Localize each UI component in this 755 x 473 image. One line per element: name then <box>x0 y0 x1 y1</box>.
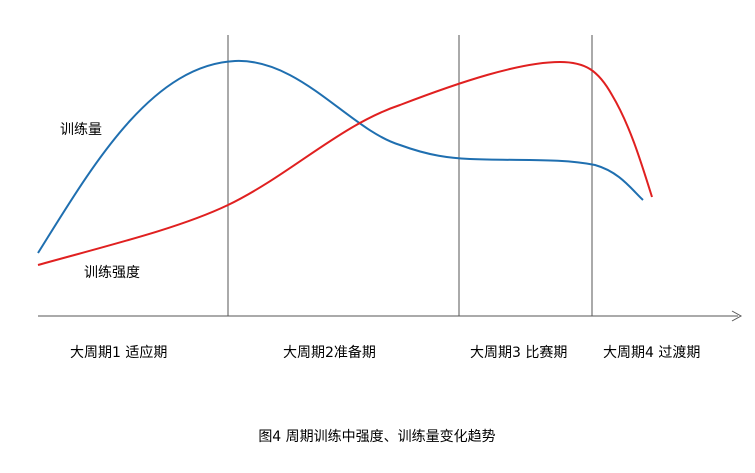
caption: 图4 周期训练中强度、训练量变化趋势 <box>258 429 495 445</box>
curve-label: 训练强度 <box>84 265 140 281</box>
phase-label: 大周期3 比赛期 <box>470 345 567 361</box>
phase-label: 大周期4 过渡期 <box>603 345 700 361</box>
curve-label: 训练量 <box>60 122 102 138</box>
volume-curve <box>37 59 644 254</box>
axis-arrow <box>731 310 743 322</box>
phase-label: 大周期2准备期 <box>283 344 376 361</box>
phase-label: 大周期1 适应期 <box>70 344 167 361</box>
intensity-curve <box>37 60 653 266</box>
